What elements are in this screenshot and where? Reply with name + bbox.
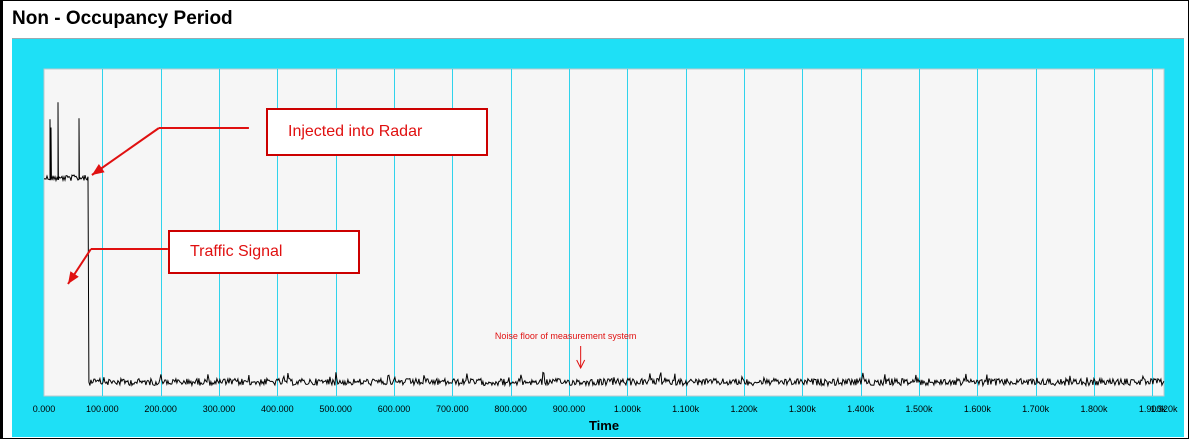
x-axis-label: Time	[589, 418, 619, 433]
x-tick-label: 500.000	[319, 404, 352, 414]
noise-floor-arrow-head	[576, 359, 586, 370]
x-tick-label: 1.100k	[672, 404, 700, 414]
chart-panel: 0.000 100.000 200.000 300.000 400.000 500.000…	[12, 38, 1184, 437]
x-tick-label: 1.700k	[1022, 404, 1050, 414]
x-tick-label: 1.900k	[1139, 404, 1167, 414]
callout-injected-into-radar: Injected into Radar	[266, 108, 488, 156]
x-tick-label: 1.200k	[730, 404, 758, 414]
callout-arrow-injected	[91, 127, 160, 176]
panel-title: Non - Occupancy Period	[12, 8, 233, 29]
x-tick-label: 1.600k	[964, 404, 992, 414]
x-tick-label: 0.000	[33, 404, 56, 414]
callout-traffic-signal: Traffic Signal	[168, 230, 360, 274]
x-tick-label: 200.000	[144, 404, 177, 414]
x-tick-label: 400.000	[261, 404, 294, 414]
x-tick-label: 100.000	[86, 404, 119, 414]
signal-trace	[43, 102, 1165, 388]
x-tick-label: 900.000	[553, 404, 586, 414]
x-tick-label: 700.000	[436, 404, 469, 414]
x-tick-label: 1.400k	[847, 404, 875, 414]
x-tick-label: 1.500k	[905, 404, 933, 414]
x-tick-label: 1.300k	[789, 404, 817, 414]
x-tick-label: 600.000	[378, 404, 411, 414]
noise-floor-label: Noise floor of measurement system	[495, 331, 637, 341]
x-tick-label: 1.000k	[614, 404, 642, 414]
callout-arrow-traffic-head	[68, 271, 79, 284]
x-tick-label: 800.000	[494, 404, 527, 414]
x-tick-label: 1.920k	[1150, 404, 1178, 414]
x-tick-label: 300.000	[203, 404, 236, 414]
callout-arrow-injected-head	[91, 164, 105, 175]
x-tick-label: 1.800k	[1080, 404, 1108, 414]
